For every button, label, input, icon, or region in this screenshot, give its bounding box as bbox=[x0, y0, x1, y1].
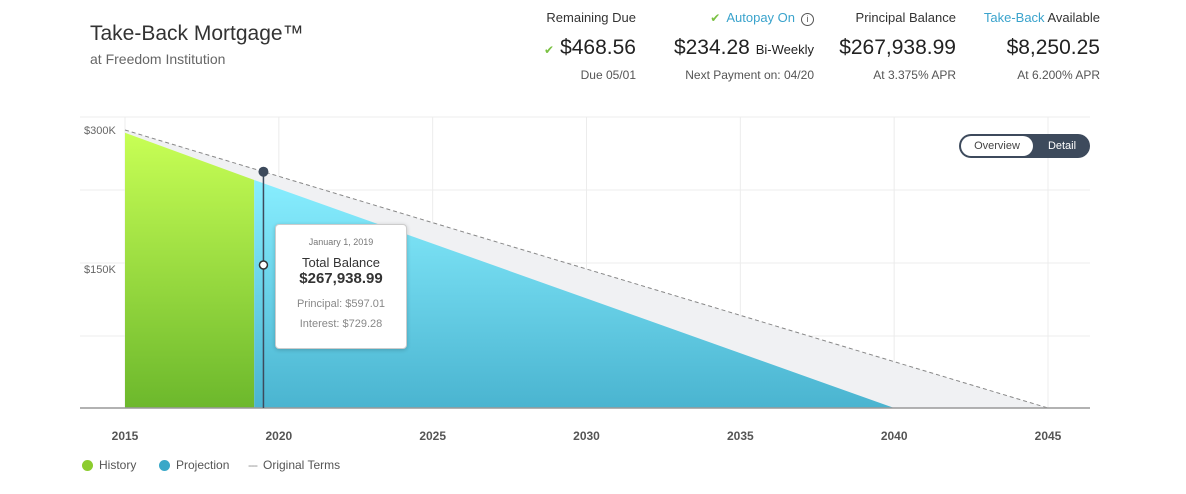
principal-stat: Principal Balance $267,938.99 At 3.375% … bbox=[839, 10, 956, 82]
info-icon[interactable]: i bbox=[801, 13, 814, 26]
principal-label: Principal Balance bbox=[855, 10, 956, 25]
x-tick-label: 2015 bbox=[112, 429, 139, 443]
check-icon: ✔ bbox=[710, 11, 721, 25]
remaining-due-value: $468.56 bbox=[560, 36, 636, 59]
x-tick-label: 2045 bbox=[1035, 429, 1062, 443]
legend-history: History bbox=[82, 458, 136, 472]
tooltip-date: January 1, 2019 bbox=[308, 237, 374, 247]
legend-projection-label: Projection bbox=[176, 458, 230, 472]
x-tick-label: 2040 bbox=[881, 429, 908, 443]
principal-value: $267,938.99 bbox=[839, 36, 956, 59]
x-tick-label: 2030 bbox=[573, 429, 600, 443]
takeback-label: Available bbox=[1047, 10, 1100, 25]
y-tick-label: $300K bbox=[84, 125, 116, 137]
tooltip-title: Total Balance bbox=[301, 255, 381, 270]
hover-cursor bbox=[258, 260, 269, 270]
x-tick-label: 2025 bbox=[419, 429, 446, 443]
tooltip: January 1, 2019 Total Balance $267,938.9… bbox=[275, 224, 407, 349]
hover-point bbox=[258, 166, 269, 177]
y-tick-label: $150K bbox=[84, 264, 116, 276]
history-area bbox=[125, 132, 255, 408]
detail-option[interactable]: Detail bbox=[1047, 140, 1077, 152]
projection-area bbox=[254, 180, 895, 408]
tooltip-total: $267,938.99 bbox=[299, 270, 383, 287]
x-tick-label: 2035 bbox=[727, 429, 754, 443]
dashed-line-swatch: --- bbox=[248, 458, 258, 472]
due-date: Due 05/01 bbox=[580, 68, 636, 82]
overview-option[interactable]: Overview bbox=[961, 136, 1033, 156]
takeback-stat: Take-Back Available $8,250.25 At 6.200% … bbox=[984, 10, 1100, 82]
autopay-stat: ✔ Autopay On i $234.28 Bi-Weekly Next Paym… bbox=[674, 10, 814, 82]
remaining-due-label: Remaining Due bbox=[546, 10, 636, 25]
legend-projection: Projection bbox=[159, 458, 229, 472]
next-payment: Next Payment on: 04/20 bbox=[685, 68, 814, 82]
x-tick-label: 2020 bbox=[265, 429, 292, 443]
remaining-due-stat: Remaining Due ✔ $468.56 Due 05/01 bbox=[544, 10, 636, 82]
legend-original: --- Original Terms bbox=[248, 458, 340, 472]
view-toggle[interactable]: Overview Detail bbox=[959, 134, 1090, 158]
legend-history-label: History bbox=[99, 458, 137, 472]
history-swatch bbox=[82, 459, 93, 471]
autopay-frequency: Bi-Weekly bbox=[755, 42, 814, 57]
tooltip-interest: Interest: $729.28 bbox=[299, 318, 383, 330]
autopay-link[interactable]: Autopay On bbox=[726, 10, 795, 25]
legend-original-label: Original Terms bbox=[263, 458, 341, 472]
takeback-apr: At 6.200% APR bbox=[1017, 68, 1100, 82]
autopay-amount: $234.28 bbox=[673, 36, 750, 59]
check-icon: ✔ bbox=[544, 43, 555, 57]
tooltip-principal: Principal: $597.01 bbox=[296, 298, 386, 310]
takeback-link[interactable]: Take-Back bbox=[983, 10, 1045, 25]
page-subtitle: at Freedom Institution bbox=[90, 51, 226, 67]
takeback-value: $8,250.25 bbox=[1006, 36, 1100, 59]
principal-apr: At 3.375% APR bbox=[873, 68, 956, 82]
projection-swatch bbox=[159, 459, 170, 471]
page-title: Take-Back Mortgage™ bbox=[90, 22, 304, 45]
